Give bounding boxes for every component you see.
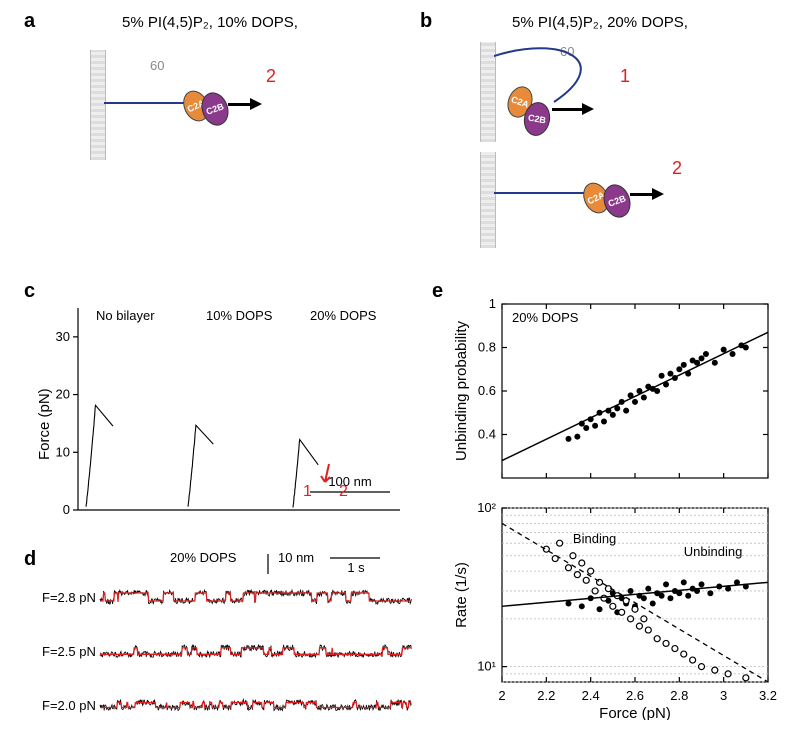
panel-label-c: c — [24, 280, 35, 303]
arrow-head-b1 — [582, 103, 594, 115]
svg-text:30: 30 — [56, 329, 70, 344]
panel-b-title: 5% PI(4,5)P₂, 20% DOPS, — [470, 14, 730, 31]
svg-text:Unbinding probability: Unbinding probability — [453, 320, 470, 461]
svg-text:2.4: 2.4 — [582, 688, 600, 703]
svg-text:10: 10 — [56, 444, 70, 459]
svg-text:10 nm: 10 nm — [278, 550, 314, 565]
bilayer-a — [90, 50, 106, 160]
panel-c: Force (pN) 0102030No bilayer10% DOPS20% … — [40, 300, 410, 530]
red-num-b1: 1 — [620, 66, 630, 87]
svg-text:No bilayer: No bilayer — [96, 308, 155, 323]
svg-text:20% DOPS: 20% DOPS — [512, 310, 579, 325]
linker-a: 60 — [150, 58, 164, 73]
svg-text:10²: 10² — [477, 500, 496, 515]
svg-text:Force (pN): Force (pN) — [599, 705, 671, 720]
arrow-line-a — [228, 103, 250, 106]
svg-text:2: 2 — [498, 688, 505, 703]
svg-text:Binding: Binding — [573, 531, 616, 546]
red-num-b2: 2 — [672, 158, 682, 179]
svg-text:20% DOPS: 20% DOPS — [170, 550, 237, 565]
svg-text:10% DOPS: 10% DOPS — [206, 308, 273, 323]
c2b-icon-b2: C2B — [599, 181, 635, 222]
panel-label-b: b — [420, 10, 432, 33]
panel-label-d: d — [24, 548, 36, 571]
svg-text:3: 3 — [720, 688, 727, 703]
panel-label-e: e — [432, 280, 443, 303]
panel-a-diagram: 60 C2A C2B 2 — [90, 60, 280, 150]
svg-text:0.4: 0.4 — [478, 427, 496, 442]
svg-text:2: 2 — [339, 483, 348, 500]
svg-text:Unbinding: Unbinding — [684, 544, 743, 559]
svg-text:1 s: 1 s — [347, 560, 365, 575]
panel-b-diagram1: 60 C2A C2B 1 — [480, 42, 670, 142]
svg-text:1: 1 — [489, 296, 496, 311]
svg-text:Rate (1/s): Rate (1/s) — [453, 562, 470, 628]
panel-a-title: 5% PI(4,5)P₂, 10% DOPS, — [80, 14, 340, 31]
arrow-line-b1 — [552, 108, 582, 111]
arrow-head-a — [250, 98, 262, 110]
figure-root: a 5% PI(4,5)P₂, 10% DOPS, 60 C2A C2B 2 b… — [0, 0, 800, 728]
bilayer-b2 — [480, 152, 496, 248]
svg-text:10¹: 10¹ — [477, 659, 496, 674]
panel-label-a: a — [24, 10, 35, 33]
svg-text:2.8: 2.8 — [670, 688, 688, 703]
svg-text:F=2.8 pN: F=2.8 pN — [42, 590, 96, 605]
svg-text:2.6: 2.6 — [626, 688, 644, 703]
svg-text:20% DOPS: 20% DOPS — [310, 308, 377, 323]
panel-c-chart: 0 10 20 30 No bilayer 10% DOPS 20% DOPS 100 nm 1… — [40, 300, 410, 530]
tether-a — [104, 102, 189, 104]
svg-text:0: 0 — [63, 502, 70, 517]
svg-text:3.2: 3.2 — [759, 688, 777, 703]
panel-d-chart: 10 nm 1 s 20% DOPS F=2.8 pN F=2.5 pN F=2.0 pN — [40, 550, 420, 730]
arrow-head-b2 — [652, 188, 664, 200]
svg-text:20: 20 — [56, 387, 70, 402]
svg-text:1: 1 — [303, 483, 312, 500]
arrow-line-b2 — [630, 193, 652, 196]
tether-b2 — [494, 192, 589, 194]
svg-text:F=2.5 pN: F=2.5 pN — [42, 644, 96, 659]
panel-b-diagram2: C2A C2B 2 — [480, 158, 670, 248]
svg-text:0.8: 0.8 — [478, 340, 496, 355]
svg-text:100 nm: 100 nm — [328, 474, 371, 489]
panel-e-chart: 0.4 0.6 0.8 1 20% DOPS Unbinding probability 1… — [450, 290, 780, 720]
svg-text:0.6: 0.6 — [478, 383, 496, 398]
red-num-a: 2 — [266, 66, 276, 87]
svg-text:2.2: 2.2 — [537, 688, 555, 703]
panel-e: 0.4 0.6 0.8 1 20% DOPS Unbinding probability 1… — [450, 290, 780, 720]
panel-d: 10 nm 1 s 20% DOPS F=2.8 pN F=2.5 pN F=2.0 pN — [40, 550, 410, 720]
svg-text:F=2.0 pN: F=2.0 pN — [42, 698, 96, 713]
